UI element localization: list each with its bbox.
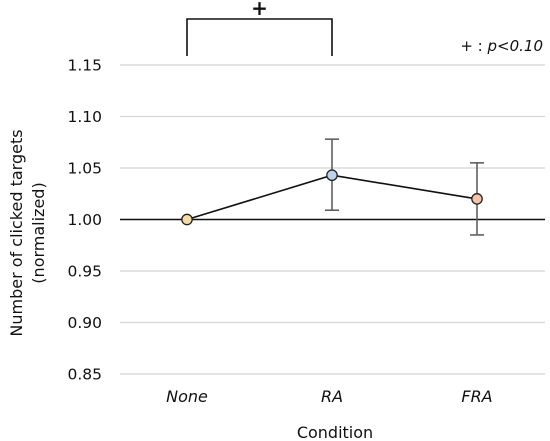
y-tick-label: 1.15 [67,57,102,75]
y-tick-label: 1.00 [67,211,102,229]
significance-note-value: p<0.10 [487,37,544,55]
x-axis-title: Condition [297,423,373,441]
data-points [181,169,483,226]
x-tick-label: RA [321,387,343,406]
x-tick-labels: None RA FRA [166,387,493,406]
y-tick-label: 0.90 [67,314,102,332]
data-point [326,169,338,182]
y-tick-label: 0.85 [67,366,102,384]
y-axis-title: Number of clicked targets (normalized) [7,129,48,336]
significance-mark: + [251,0,268,20]
y-tick-label: 1.05 [67,160,102,178]
x-tick-label: FRA [461,387,492,406]
significance-note: + : p<0.10 [460,37,543,55]
y-tick-label: 1.10 [67,108,102,126]
y-axis-title-line-1: Number of clicked targets [7,129,26,336]
y-tick-label: 0.95 [67,263,102,281]
y-axis-title-line-2: (normalized) [29,182,48,283]
significance-bracket [186,18,333,56]
data-point [181,213,193,226]
y-tick-labels: 0.85 0.90 0.95 1.00 1.05 1.10 1.15 [67,57,102,384]
data-point [471,193,483,205]
significance-note-prefix: + : [460,37,487,55]
x-tick-label: None [166,387,208,406]
